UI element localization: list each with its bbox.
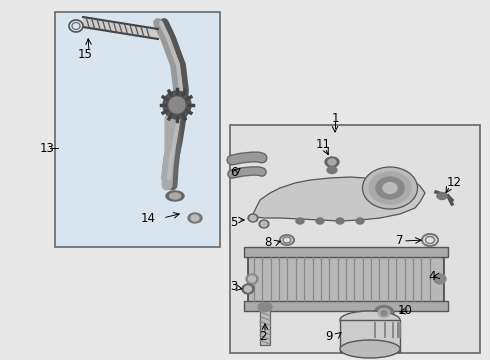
Ellipse shape [250,216,256,220]
Ellipse shape [245,286,251,292]
Ellipse shape [296,218,304,224]
Ellipse shape [369,172,411,204]
Text: 2: 2 [259,329,267,342]
Ellipse shape [191,215,199,221]
Bar [260,307,270,345]
Ellipse shape [356,218,364,224]
Text: 13: 13 [40,141,54,154]
Text: 5: 5 [230,216,238,229]
Circle shape [169,97,185,113]
Ellipse shape [340,340,400,358]
Ellipse shape [170,193,180,199]
Bar [55,12,220,247]
Ellipse shape [381,310,387,315]
Ellipse shape [325,157,339,167]
Ellipse shape [336,218,344,224]
Bar [244,301,448,311]
Text: 4: 4 [428,270,436,283]
Ellipse shape [166,191,184,201]
Text: 11: 11 [316,139,330,152]
Ellipse shape [316,218,324,224]
Text: 14: 14 [141,211,155,225]
Bar [230,125,480,353]
Ellipse shape [376,177,404,199]
Bar [244,247,448,257]
Ellipse shape [374,306,394,320]
Ellipse shape [328,159,336,165]
Ellipse shape [340,311,400,329]
Ellipse shape [437,193,447,199]
Ellipse shape [363,167,417,209]
Ellipse shape [378,309,390,318]
Ellipse shape [248,214,258,222]
Text: 7: 7 [396,234,404,248]
Text: 9: 9 [325,330,333,343]
Ellipse shape [259,220,269,228]
Bar [340,320,400,352]
Ellipse shape [188,213,202,223]
Text: 6: 6 [230,166,238,180]
Text: 12: 12 [446,176,462,189]
Ellipse shape [383,183,397,194]
Ellipse shape [261,221,267,226]
Text: 8: 8 [264,237,271,249]
Text: 1: 1 [331,112,339,125]
Ellipse shape [248,276,255,282]
Ellipse shape [246,274,258,284]
Polygon shape [248,177,425,221]
Text: 10: 10 [397,305,413,318]
Ellipse shape [258,302,272,311]
Text: 15: 15 [77,49,93,62]
Circle shape [163,91,191,119]
Text: 3: 3 [230,279,238,292]
Ellipse shape [327,166,337,174]
Bar [248,255,444,303]
Ellipse shape [434,274,446,284]
Ellipse shape [242,284,254,294]
